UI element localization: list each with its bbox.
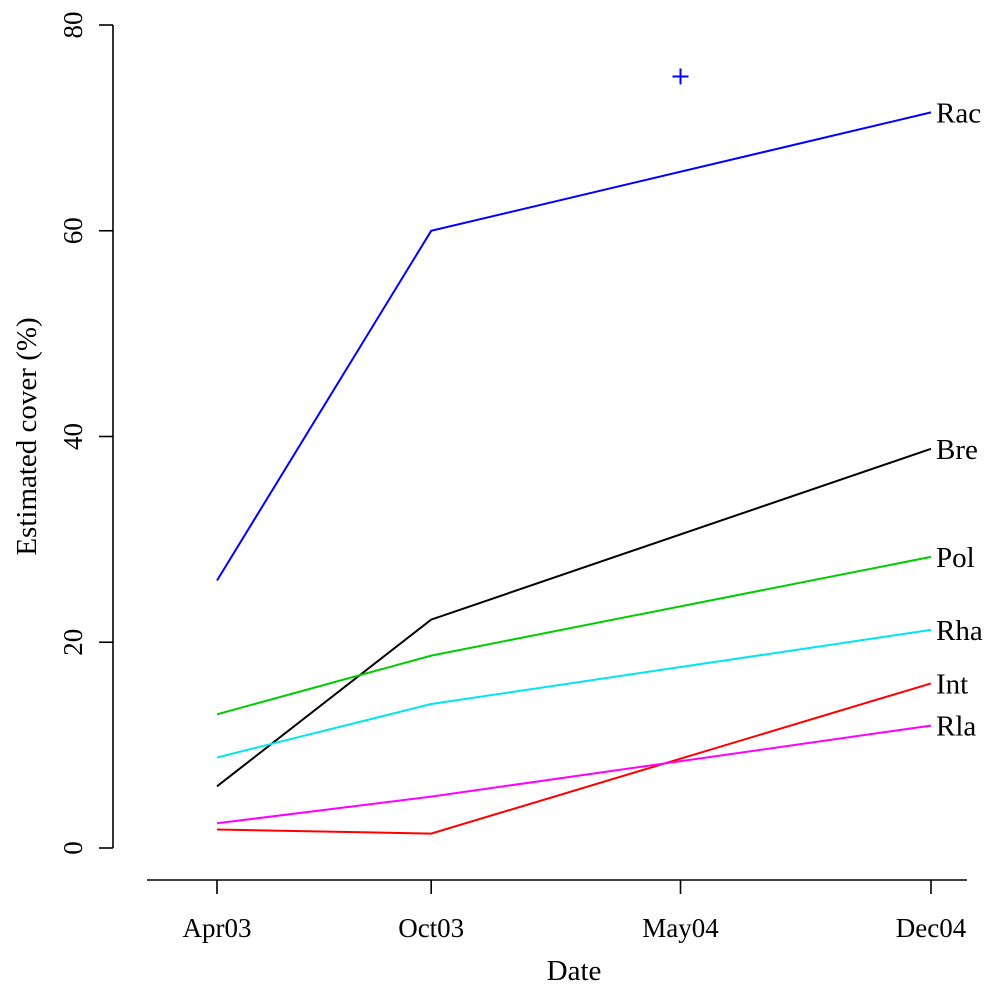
series-group: Rac Bre Pol Rha Int Rla [216, 97, 983, 835]
x-tick-label: Dec04 [896, 913, 967, 943]
x-axis-ticks: Apr03 Oct03 May04 Dec04 [183, 880, 967, 943]
series-label-int: Int [936, 668, 968, 700]
y-tick-label: 0 [58, 841, 88, 855]
annotation-group [672, 68, 689, 85]
series-line-bre [216, 447, 932, 788]
series-label-pol: Pol [936, 542, 975, 574]
x-tick-label: Oct03 [398, 913, 464, 943]
series-line-rla [216, 724, 932, 825]
axes: Apr03 Oct03 May04 Dec04 0 20 40 60 80 [58, 12, 967, 943]
y-tick-label: 20 [58, 629, 88, 656]
y-tick-label: 60 [58, 217, 88, 244]
series-label-rac: Rac [936, 97, 981, 129]
series-line-rac [216, 111, 932, 582]
y-axis-ticks: 0 20 40 60 80 [58, 12, 113, 855]
x-axis-title: Date [547, 955, 602, 987]
plus-icon [672, 68, 689, 85]
series-line-rha [216, 628, 932, 759]
series-label-bre: Bre [936, 434, 978, 466]
series-label-rla: Rla [936, 711, 976, 743]
series-label-rha: Rha [936, 615, 983, 647]
series-line-int [216, 682, 932, 835]
series-line-pol [216, 555, 932, 716]
x-tick-label: May04 [642, 913, 719, 943]
x-tick-label: Apr03 [183, 913, 252, 943]
y-tick-label: 40 [58, 423, 88, 450]
y-tick-label: 80 [58, 12, 88, 39]
y-axis-title: Estimated cover (%) [11, 317, 43, 555]
